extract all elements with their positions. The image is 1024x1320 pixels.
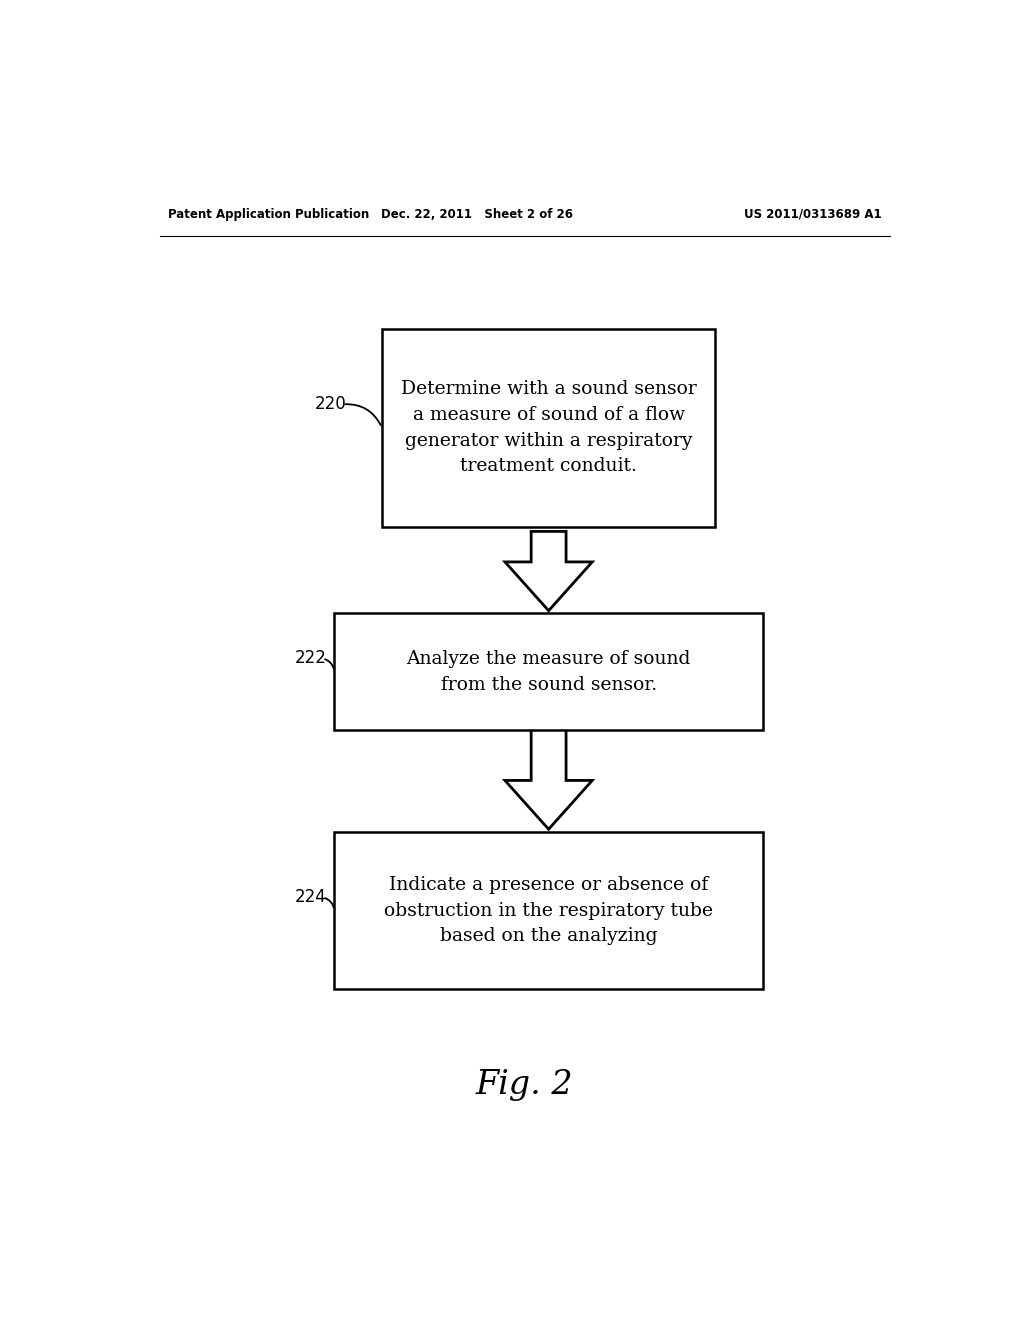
Polygon shape: [505, 532, 592, 611]
Text: Determine with a sound sensor
a measure of sound of a flow
generator within a re: Determine with a sound sensor a measure …: [400, 380, 696, 475]
Text: Fig. 2: Fig. 2: [476, 1069, 573, 1101]
Text: Analyze the measure of sound
from the sound sensor.: Analyze the measure of sound from the so…: [407, 649, 691, 693]
Text: 222: 222: [295, 649, 327, 668]
FancyBboxPatch shape: [334, 832, 763, 989]
Text: Indicate a presence or absence of
obstruction in the respiratory tube
based on t: Indicate a presence or absence of obstru…: [384, 876, 713, 945]
FancyBboxPatch shape: [334, 614, 763, 730]
Text: 220: 220: [314, 396, 346, 413]
Text: US 2011/0313689 A1: US 2011/0313689 A1: [744, 207, 882, 220]
Text: Dec. 22, 2011   Sheet 2 of 26: Dec. 22, 2011 Sheet 2 of 26: [381, 207, 573, 220]
Text: Patent Application Publication: Patent Application Publication: [168, 207, 369, 220]
Polygon shape: [505, 730, 592, 829]
Text: 224: 224: [295, 888, 327, 907]
FancyBboxPatch shape: [382, 329, 715, 527]
